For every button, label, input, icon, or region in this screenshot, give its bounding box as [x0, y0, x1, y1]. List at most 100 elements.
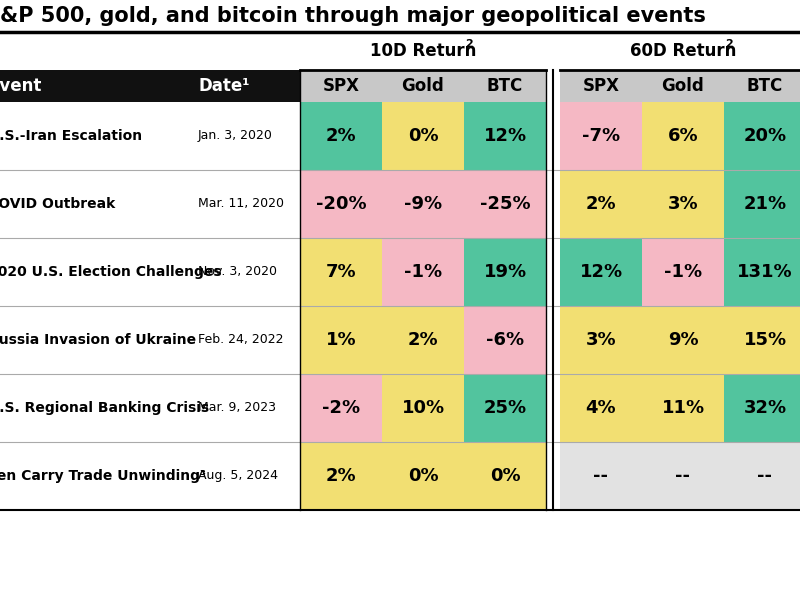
Bar	[560, 238, 642, 306]
Bar	[300, 70, 382, 102]
Bar	[464, 306, 546, 374]
Bar	[724, 170, 800, 238]
Bar	[560, 374, 642, 442]
Bar	[464, 102, 546, 170]
Text: Mar. 9, 2023: Mar. 9, 2023	[198, 401, 276, 415]
Text: Gold: Gold	[662, 77, 704, 95]
Text: Nov. 3, 2020: Nov. 3, 2020	[198, 265, 277, 278]
Bar	[642, 170, 724, 238]
Text: Date¹: Date¹	[198, 77, 250, 95]
Text: 19%: 19%	[483, 263, 526, 281]
Bar	[560, 102, 642, 170]
Text: Aug. 5, 2024: Aug. 5, 2024	[198, 469, 278, 482]
Text: --: --	[594, 467, 609, 485]
Bar	[560, 306, 642, 374]
Bar	[464, 374, 546, 442]
Bar	[382, 70, 464, 102]
Bar	[642, 374, 724, 442]
Text: Russia Invasion of Ukraine: Russia Invasion of Ukraine	[0, 333, 196, 347]
Text: 2%: 2%	[326, 467, 356, 485]
Text: --: --	[758, 467, 773, 485]
Bar	[642, 442, 724, 510]
Text: BTC: BTC	[487, 77, 523, 95]
Text: 10D Return: 10D Return	[370, 42, 476, 60]
Text: 15%: 15%	[743, 331, 786, 349]
Text: 2%: 2%	[326, 127, 356, 145]
Bar	[560, 70, 642, 102]
Text: 3%: 3%	[668, 195, 698, 213]
Bar	[300, 102, 382, 170]
Bar	[642, 102, 724, 170]
Bar	[300, 442, 382, 510]
Bar	[560, 170, 642, 238]
Text: -2%: -2%	[322, 399, 360, 417]
Text: 11%: 11%	[662, 399, 705, 417]
Text: -9%: -9%	[404, 195, 442, 213]
Text: --: --	[675, 467, 690, 485]
Bar	[724, 306, 800, 374]
Text: Gold: Gold	[402, 77, 444, 95]
Text: -1%: -1%	[664, 263, 702, 281]
Bar	[382, 102, 464, 170]
Text: 2: 2	[725, 39, 733, 49]
Text: -7%: -7%	[582, 127, 620, 145]
Bar	[300, 170, 382, 238]
Bar	[300, 374, 382, 442]
Bar	[382, 238, 464, 306]
Text: Mar. 11, 2020: Mar. 11, 2020	[198, 197, 284, 211]
Bar	[724, 442, 800, 510]
Text: U.S. Regional Banking Crisis: U.S. Regional Banking Crisis	[0, 401, 209, 415]
Text: -1%: -1%	[404, 263, 442, 281]
Text: 2: 2	[465, 39, 473, 49]
Text: 0%: 0%	[408, 467, 438, 485]
Text: SPX: SPX	[582, 77, 619, 95]
Text: 20%: 20%	[743, 127, 786, 145]
Text: S&P 500, gold, and bitcoin through major geopolitical events: S&P 500, gold, and bitcoin through major…	[0, 6, 706, 26]
Text: Feb. 24, 2022: Feb. 24, 2022	[198, 334, 283, 346]
Text: 12%: 12%	[483, 127, 526, 145]
Text: -20%: -20%	[316, 195, 366, 213]
Bar	[300, 238, 382, 306]
Text: COVID Outbreak: COVID Outbreak	[0, 197, 115, 211]
Bar	[382, 306, 464, 374]
Bar	[464, 442, 546, 510]
Bar	[382, 442, 464, 510]
Text: 2%: 2%	[408, 331, 438, 349]
Bar	[300, 306, 382, 374]
Bar	[724, 374, 800, 442]
Bar	[724, 238, 800, 306]
Text: Jan. 3, 2020: Jan. 3, 2020	[198, 130, 273, 142]
Bar	[642, 238, 724, 306]
Text: 12%: 12%	[579, 263, 622, 281]
Text: 131%: 131%	[737, 263, 793, 281]
Text: 0%: 0%	[408, 127, 438, 145]
Bar	[464, 70, 546, 102]
Text: 7%: 7%	[326, 263, 356, 281]
Text: Yen Carry Trade Unwinding³: Yen Carry Trade Unwinding³	[0, 469, 206, 483]
Text: 9%: 9%	[668, 331, 698, 349]
Bar	[560, 442, 642, 510]
Bar	[382, 374, 464, 442]
Text: 0%: 0%	[490, 467, 520, 485]
Text: 32%: 32%	[743, 399, 786, 417]
Text: 25%: 25%	[483, 399, 526, 417]
Text: 1%: 1%	[326, 331, 356, 349]
Text: 4%: 4%	[586, 399, 616, 417]
Bar	[724, 102, 800, 170]
Text: -25%: -25%	[480, 195, 530, 213]
Text: 60D Return: 60D Return	[630, 42, 736, 60]
Text: 3%: 3%	[586, 331, 616, 349]
Bar	[464, 170, 546, 238]
Text: SPX: SPX	[322, 77, 359, 95]
Text: 21%: 21%	[743, 195, 786, 213]
Text: 2020 U.S. Election Challenges: 2020 U.S. Election Challenges	[0, 265, 222, 279]
Text: 10%: 10%	[402, 399, 445, 417]
Text: -6%: -6%	[486, 331, 524, 349]
Bar	[382, 170, 464, 238]
Text: U.S.-Iran Escalation: U.S.-Iran Escalation	[0, 129, 142, 143]
Text: BTC: BTC	[747, 77, 783, 95]
Text: 2%: 2%	[586, 195, 616, 213]
Bar	[464, 238, 546, 306]
Bar	[642, 70, 724, 102]
Text: 6%: 6%	[668, 127, 698, 145]
